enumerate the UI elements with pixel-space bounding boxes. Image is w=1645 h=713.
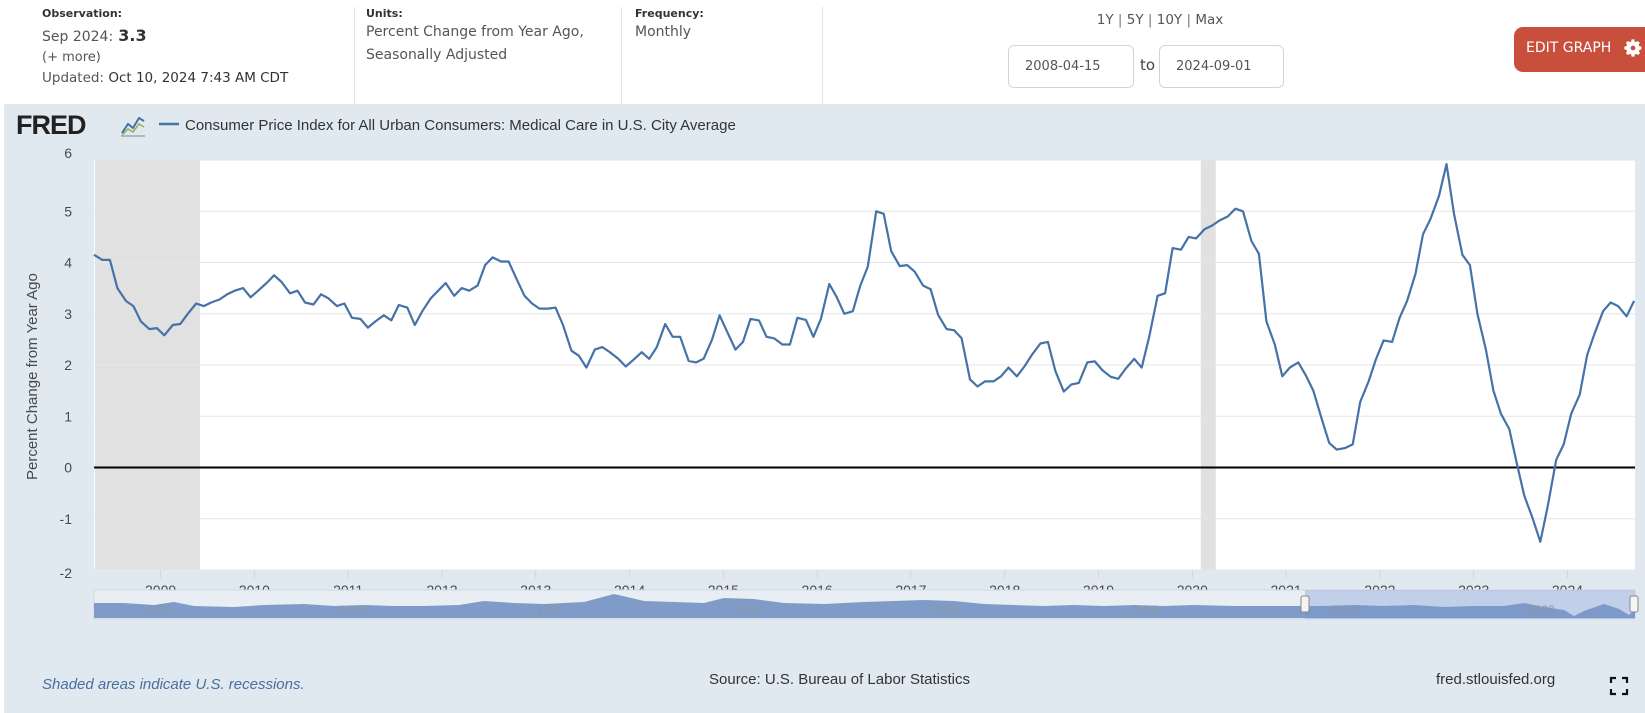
- frequency-value: Monthly: [635, 24, 692, 40]
- navigator-tick-label: 1990: [933, 603, 960, 617]
- y-tick-label: 2: [64, 357, 72, 373]
- grid-lines: [94, 159, 1635, 571]
- start-date-input[interactable]: 2008-04-15: [1008, 45, 1134, 88]
- chart-svg: FRED Consumer Price Index for All Urban …: [16, 110, 1639, 620]
- navigator-tick-label: 1980: [735, 603, 762, 617]
- updated-label: Updated:: [42, 70, 105, 86]
- range-5y[interactable]: 5Y: [1126, 12, 1144, 28]
- y-axis-ticks: 6 5 4 3 2 1 0 -1 -2: [60, 145, 73, 581]
- frequency-label: Frequency:: [635, 7, 704, 20]
- range-max[interactable]: Max: [1195, 12, 1224, 28]
- range-separator: |: [1117, 12, 1123, 28]
- range-separator: |: [1147, 12, 1153, 28]
- fred-logo[interactable]: FRED: [16, 110, 145, 140]
- y-tick-label: -2: [60, 565, 73, 581]
- observation-row: Sep 2024: 3.3: [42, 26, 354, 49]
- observation-panel: Observation: Sep 2024: 3.3 (+ more) Upda…: [42, 7, 355, 104]
- navigator-left-handle[interactable]: [1300, 595, 1310, 613]
- navigator-tick-label: 1970: [537, 603, 564, 617]
- edit-graph-label: EDIT GRAPH: [1526, 40, 1612, 56]
- y-tick-label: 3: [64, 306, 72, 322]
- chart-container: FRED Consumer Price Index for All Urban …: [4, 104, 1645, 713]
- navigator-series: [94, 594, 1635, 618]
- navigator-tick-label: 1950: [140, 603, 167, 617]
- range-10y[interactable]: 10Y: [1156, 12, 1183, 28]
- range-navigator[interactable]: 1950 1960 1970 1980 1990 2000 2010 2020: [93, 589, 1639, 620]
- source-text: Source: U.S. Bureau of Labor Statistics: [709, 671, 970, 688]
- units-line-1: Percent Change from Year Ago,: [366, 24, 584, 40]
- updated-value: Oct 10, 2024 7:43 AM CDT: [108, 70, 289, 86]
- site-link[interactable]: fred.stlouisfed.org: [1436, 671, 1556, 688]
- y-tick-label: 6: [64, 145, 72, 161]
- navigator-selection[interactable]: [1305, 590, 1635, 619]
- navigator-tick-label: 1960: [338, 603, 365, 617]
- y-axis-label: Percent Change from Year Ago: [24, 273, 41, 480]
- fullscreen-icon[interactable]: [1609, 676, 1629, 696]
- gear-icon: [1624, 39, 1642, 57]
- chart-line-icon: [121, 114, 145, 137]
- fred-logo-text: FRED: [16, 110, 86, 140]
- observation-label: Observation:: [42, 7, 123, 20]
- series-line[interactable]: [93, 163, 1636, 543]
- end-date-input[interactable]: 2024-09-01: [1159, 45, 1284, 88]
- range-1y[interactable]: 1Y: [1096, 12, 1114, 28]
- frequency-panel: Frequency: Monthly: [635, 7, 823, 104]
- graph-header: Observation: Sep 2024: 3.3 (+ more) Upda…: [0, 0, 1645, 104]
- navigator-tick-label: 2000: [1132, 603, 1159, 617]
- date-to-label: to: [1140, 56, 1156, 74]
- y-tick-label: -1: [60, 511, 73, 527]
- navigator-right-handle[interactable]: [1629, 595, 1639, 613]
- range-separator: |: [1186, 12, 1192, 28]
- edit-graph-button[interactable]: EDIT GRAPH: [1514, 27, 1645, 72]
- navigator-tick-label: 2020: [1528, 603, 1555, 617]
- navigator-ticks: 1950 1960 1970 1980 1990 2000 2010 2020: [140, 603, 1555, 617]
- y-tick-label: 5: [64, 203, 72, 219]
- observation-date: Sep 2024:: [42, 29, 114, 45]
- more-observations-link[interactable]: (+ more): [42, 50, 101, 65]
- recession-footnote: Shaded areas indicate U.S. recessions.: [42, 676, 305, 693]
- range-selector: 1Y | 5Y | 10Y | Max: [1040, 12, 1280, 28]
- updated-row: Updated: Oct 10, 2024 7:43 AM CDT: [42, 70, 354, 86]
- y-tick-label: 1: [64, 408, 72, 424]
- navigator-tick-label: 2010: [1330, 603, 1357, 617]
- observation-value: 3.3: [118, 26, 147, 45]
- y-tick-label: 4: [64, 255, 72, 271]
- units-label: Units:: [366, 7, 403, 20]
- legend-series-label: Consumer Price Index for All Urban Consu…: [185, 117, 736, 134]
- units-line-2: Seasonally Adjusted: [366, 47, 508, 63]
- units-panel: Units: Percent Change from Year Ago, Sea…: [366, 7, 622, 104]
- y-tick-label: 0: [64, 460, 72, 476]
